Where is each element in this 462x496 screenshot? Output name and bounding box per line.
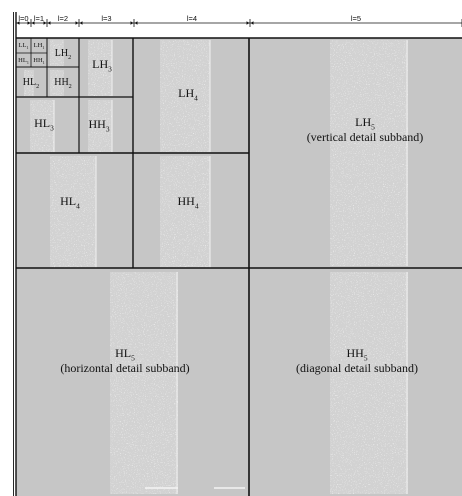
subband-label-hl1: HL1 [18,57,29,65]
scale-label: l=5 [351,14,361,23]
subband-label-hl5: HL5 [115,346,135,362]
scale-label: l=2 [58,14,68,23]
subband-label-hh2: HH2 [54,77,72,90]
scale-arrowhead [27,21,31,25]
scale-arrowhead [134,21,138,25]
subband-label-lh2: LH2 [55,48,71,61]
scale-arrowhead [130,21,134,25]
tissue-speckle [88,100,112,152]
subband-caption-lh5: (vertical detail subband) [307,130,424,144]
subband-caption-hh5: (diagonal detail subband) [296,361,418,375]
subband-label-hh3: HH3 [88,117,109,133]
subband-label-hh1: HH1 [33,57,44,65]
scale-label: l=1 [34,14,44,23]
tissue-speckle [50,40,64,66]
scale-arrowhead [75,21,79,25]
tissue-speckle [160,40,210,152]
image-texture [24,40,408,494]
subband-grid [16,37,462,496]
subband-label-hh4: HH4 [177,194,198,210]
subband-labels: LL1 LH1 HL1 HH1 LH2 HL2 HH2 LH3 HL3 HH3 LH4 HL4 HH4 L… [18,42,423,375]
tissue-speckle [50,156,96,268]
scale-arrowhead [250,21,254,25]
scale-arrowhead [31,21,35,25]
tissue-speckle [330,40,408,266]
scale-arrowhead [43,21,47,25]
subband-label-lh1: LH1 [34,42,45,50]
subband-label-lh3: LH3 [92,57,112,73]
tissue-speckle [30,100,54,152]
subband-label-hl2: HL2 [23,77,39,90]
subband-label-lh4: LH4 [178,86,198,102]
tissue-speckle [88,40,112,96]
scale-label: l=3 [101,14,111,23]
scale-label: l=0 [18,14,28,23]
subband-caption-hl5: (horizontal detail subband) [60,361,189,375]
tissue-speckle [160,156,210,268]
tissue-speckle [50,70,64,96]
subband-label-ll1: LL1 [19,42,29,50]
tissue-speckle [330,272,408,494]
scale-arrowhead [79,21,83,25]
subband-label-lh5: LH5 [355,115,375,131]
scale-label: l=4 [187,14,197,23]
tissue-speckle [110,272,178,494]
tissue-speckle [24,70,34,96]
scale-bar: l=0 l=1 l=2 l=3 l=4 l=5 [13,12,462,496]
subband-label-hh5: HH5 [346,346,367,362]
scale-arrowhead [16,21,20,25]
scale-arrowhead [246,21,250,25]
subband-label-hl4: HL4 [60,194,80,210]
scale-arrowhead [47,21,51,25]
subband-label-hl3: HL3 [34,116,54,132]
